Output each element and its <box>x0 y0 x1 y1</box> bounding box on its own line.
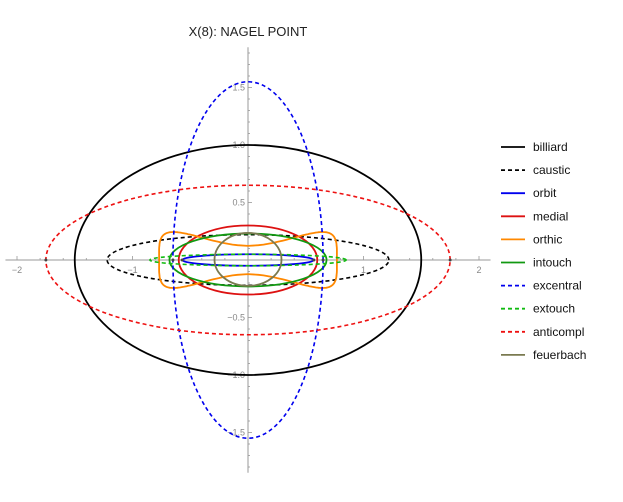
vertex-point <box>448 258 452 262</box>
legend-label-anticompl: anticompl <box>533 325 584 339</box>
vertex-point <box>180 258 184 262</box>
vertex-point <box>312 258 316 262</box>
y-tick-label: 0.5 <box>232 198 245 208</box>
legend-label-extouch: extouch <box>533 302 575 316</box>
legend-label-medial: medial <box>533 209 568 223</box>
legend-label-orthic: orthic <box>533 232 562 246</box>
x-tick-label: 2 <box>476 265 481 275</box>
axes: −2 −1 1 21.51.00.5−0.5−1.0−1.5 <box>5 47 491 473</box>
legend-label-orbit: orbit <box>533 186 557 200</box>
chart-title: X(8): NAGEL POINT <box>189 24 308 39</box>
vertex-point <box>171 258 175 262</box>
series-feuerbach <box>213 232 283 287</box>
legend-label-caustic: caustic <box>533 163 570 177</box>
series-billiard <box>73 144 423 376</box>
x-tick-label: −1 <box>127 265 137 275</box>
legend-label-intouch: intouch <box>533 256 572 270</box>
y-tick-label: 1.5 <box>232 83 245 93</box>
vertex-point <box>44 258 48 262</box>
legend-label-feuerbach: feuerbach <box>533 348 586 362</box>
legend-label-excentral: excentral <box>533 279 582 293</box>
curves <box>44 81 452 439</box>
y-tick-label: −1.5 <box>227 428 245 438</box>
legend: billiard caustic orbit medial orthic intouch e… <box>501 140 586 362</box>
x-tick-label: −2 <box>12 265 22 275</box>
x-tick-label: 1 <box>361 265 366 275</box>
series-medial <box>177 224 319 296</box>
legend-label-billiard: billiard <box>533 140 568 154</box>
series-orthic <box>158 231 338 289</box>
y-tick-label: −0.5 <box>227 313 245 323</box>
vertex-point <box>321 258 325 262</box>
series-caustic <box>106 233 390 287</box>
series-extouch <box>149 253 347 267</box>
series-intouch <box>168 232 328 288</box>
